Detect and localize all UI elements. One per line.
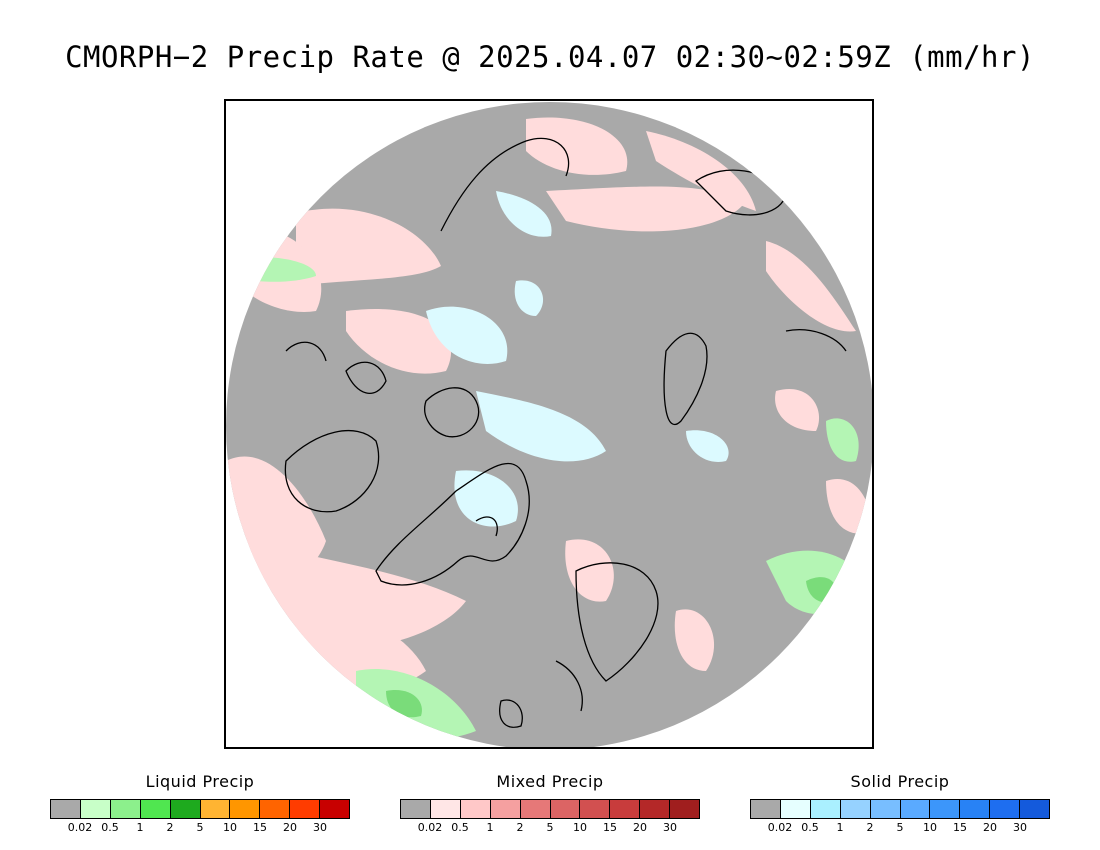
colorbar-tick-label: 10 (223, 821, 237, 834)
colorbar-ticks: 0.02 0.5 1 2 5 10 15 20 30 (50, 821, 350, 835)
colorbar-tick-label: 10 (923, 821, 937, 834)
colorbar-swatch (751, 800, 781, 818)
legend-title: Solid Precip (850, 772, 950, 791)
mixed-precip-legend: Mixed Precip 0.02 0.5 1 2 5 10 15 20 30 (400, 772, 700, 835)
colorbar-swatch (140, 800, 171, 818)
colorbar-swatch (870, 800, 901, 818)
colorbar-swatch (290, 800, 321, 818)
colorbar-swatch (80, 800, 111, 818)
colorbar-swatch (460, 800, 491, 818)
colorbar-swatch (490, 800, 521, 818)
colorbar-swatch (520, 800, 551, 818)
colorbar-tick-label: 0.02 (767, 821, 793, 834)
colorbar-swatch (320, 800, 350, 818)
colorbar-swatch (930, 800, 961, 818)
colorbar-swatch (230, 800, 261, 818)
colorbar-tick-label: 15 (253, 821, 267, 834)
colorbar-tick-label: 5 (196, 821, 204, 834)
colorbar-swatch (170, 800, 201, 818)
legend-title: Mixed Precip (496, 772, 604, 791)
colorbar-ticks: 0.02 0.5 1 2 5 10 15 20 30 (400, 821, 700, 835)
colorbar-tick-label: 1 (486, 821, 494, 834)
solid-precip-legend: Solid Precip 0.02 0.5 1 2 5 10 15 20 30 (750, 772, 1050, 835)
colorbar-tick-label: 1 (136, 821, 144, 834)
colorbar-tick-label: 30 (663, 821, 677, 834)
colorbar-tick-label: 2 (166, 821, 174, 834)
colorbar-swatch (670, 800, 700, 818)
colorbar-tick-label: 1 (836, 821, 844, 834)
colorbar-swatch (51, 800, 81, 818)
colorbar-tick-label: 20 (283, 821, 297, 834)
colorbar-tick-label: 0.5 (801, 821, 819, 834)
colorbar-tick-label: 0.02 (67, 821, 93, 834)
colorbar-tick-label: 20 (633, 821, 647, 834)
colorbar (750, 799, 1050, 819)
colorbar-tick-label: 20 (983, 821, 997, 834)
colorbar-swatch (430, 800, 461, 818)
page-title: CMORPH−2 Precip Rate @ 2025.04.07 02:30~… (65, 40, 1035, 74)
colorbar-swatch (260, 800, 291, 818)
coastlines (284, 137, 847, 728)
colorbar-swatch (1020, 800, 1050, 818)
polar-precip-map (226, 102, 872, 747)
colorbar-swatch (900, 800, 931, 818)
colorbar-swatch (960, 800, 991, 818)
colorbar-swatch (610, 800, 641, 818)
colorbar-tick-label: 2 (866, 821, 874, 834)
colorbar-tick-label: 0.5 (451, 821, 469, 834)
colorbar (400, 799, 700, 819)
colorbar-swatch (110, 800, 141, 818)
colorbar-swatch (640, 800, 671, 818)
colorbar-tick-label: 5 (896, 821, 904, 834)
colorbar-swatch (810, 800, 841, 818)
colorbar-swatch (200, 800, 231, 818)
colorbar-tick-label: 2 (516, 821, 524, 834)
colorbar-tick-label: 15 (603, 821, 617, 834)
colorbar-swatch (990, 800, 1021, 818)
colorbar-swatch (580, 800, 611, 818)
solid-precip-areas (426, 191, 729, 527)
colorbar-swatch (401, 800, 431, 818)
colorbar-tick-label: 5 (546, 821, 554, 834)
colorbar-tick-label: 30 (1013, 821, 1027, 834)
colorbar-tick-label: 0.5 (101, 821, 119, 834)
colorbar (50, 799, 350, 819)
colorbar-swatch (780, 800, 811, 818)
colorbar-swatch (550, 800, 581, 818)
colorbar-tick-label: 0.02 (417, 821, 443, 834)
colorbar-ticks: 0.02 0.5 1 2 5 10 15 20 30 (750, 821, 1050, 835)
legend-title: Liquid Precip (145, 772, 255, 791)
colorbar-swatch (840, 800, 871, 818)
map-panel (224, 99, 874, 749)
colorbar-tick-label: 30 (313, 821, 327, 834)
colorbar-tick-label: 15 (953, 821, 967, 834)
colorbar-tick-label: 10 (573, 821, 587, 834)
liquid-precip-legend: Liquid Precip 0.02 0.5 1 2 5 10 15 20 30 (50, 772, 350, 835)
